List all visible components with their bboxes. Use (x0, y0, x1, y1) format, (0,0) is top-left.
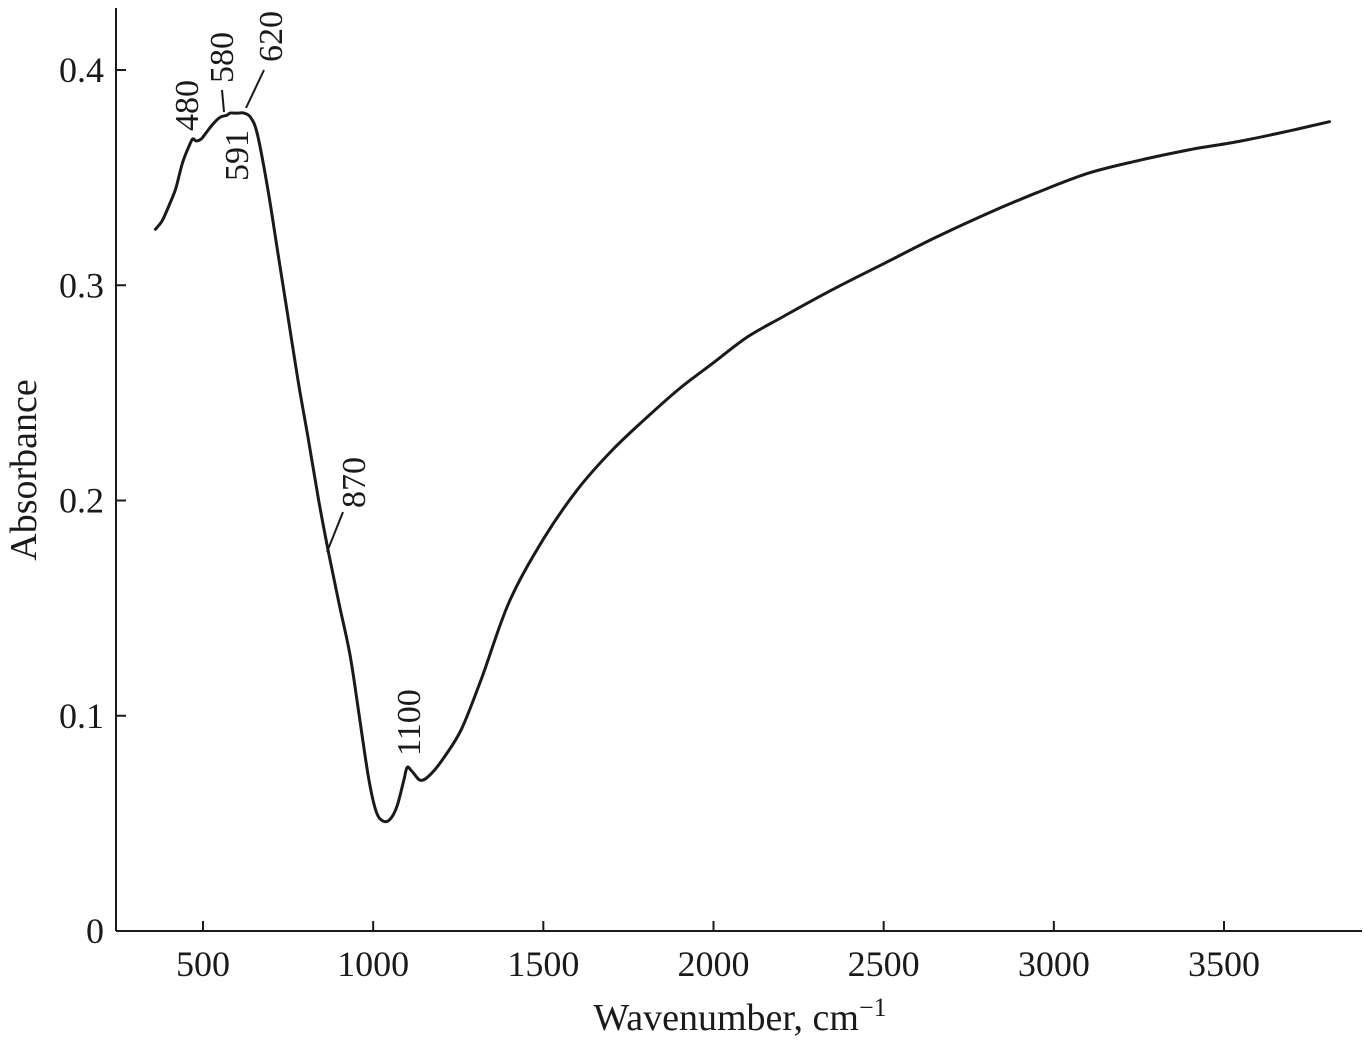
peak-annotation-label: 1100 (391, 689, 428, 756)
annotation-leader-line (326, 511, 344, 553)
x-tick-label: 3500 (1188, 944, 1260, 984)
x-tick-label: 500 (176, 944, 230, 984)
peak-annotation-label: 480 (169, 80, 206, 131)
x-axis-title-text: Wavenumber, cm (593, 997, 859, 1039)
x-axis-title: Wavenumber, cm−1 (593, 993, 886, 1039)
peak-annotation-label: 620 (253, 11, 290, 62)
y-tick-label: 0.1 (59, 696, 104, 736)
y-tick-label: 0 (86, 911, 104, 951)
axes (115, 8, 1362, 932)
x-tick-label: 1500 (507, 944, 579, 984)
y-ticks: 0 0.1 0.2 0.3 0.4 (59, 50, 126, 951)
annotation-leader-line (245, 69, 265, 109)
peak-annotation-label: 870 (336, 457, 373, 508)
y-axis-title: Absorbance (3, 379, 45, 560)
annotation-leader-line (221, 89, 225, 113)
x-axis-title-superscript: −1 (859, 993, 887, 1022)
x-tick-label: 1000 (337, 944, 409, 984)
x-ticks: 500 1000 1500 2000 2500 3000 3500 (176, 921, 1260, 984)
y-tick-label: 0.4 (59, 50, 104, 90)
x-tick-label: 3000 (1018, 944, 1090, 984)
x-tick-label: 2000 (678, 944, 750, 984)
absorbance-series-line (153, 111, 1331, 824)
y-tick-label: 0.2 (59, 481, 104, 521)
peak-annotation-label: 591 (219, 130, 256, 181)
peak-annotation-label: 580 (204, 32, 241, 83)
y-tick-label: 0.3 (59, 265, 104, 305)
x-tick-label: 2500 (848, 944, 920, 984)
